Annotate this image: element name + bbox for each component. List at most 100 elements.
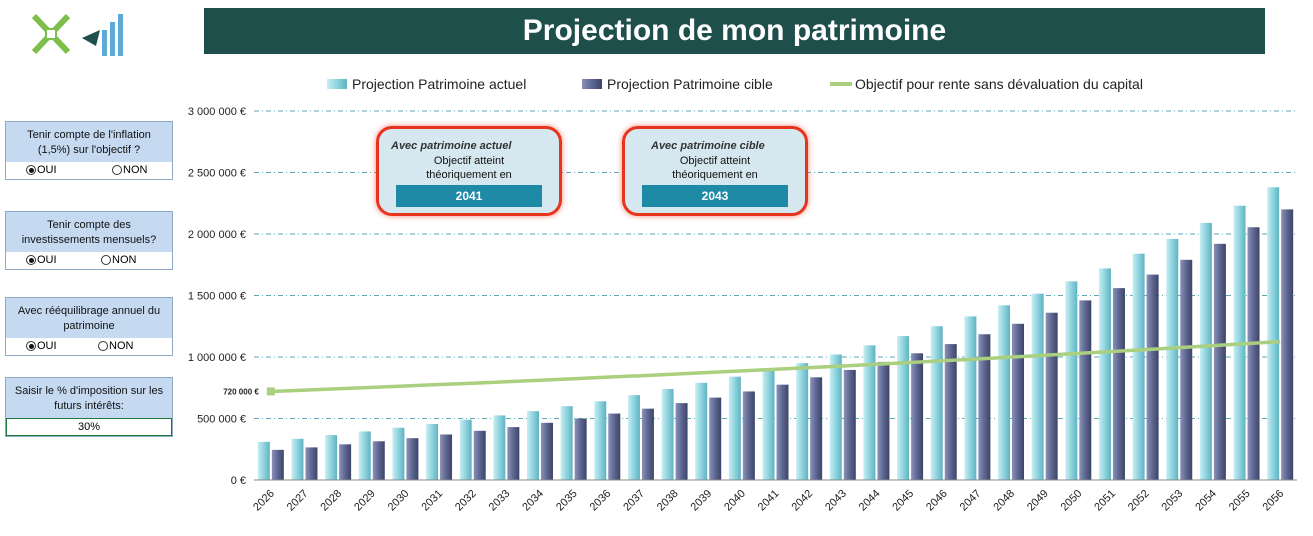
- bar-actuel: [1132, 253, 1145, 480]
- radio-unselected-icon: [101, 255, 111, 265]
- y-tick-label: 1 000 000 €: [188, 352, 246, 364]
- inflation-question: Tenir compte de l'inflation (1,5%) sur l…: [27, 129, 151, 156]
- radio-selected-icon: [26, 341, 36, 351]
- bar-cible: [1213, 243, 1226, 480]
- x-tick-label: 2052: [1126, 488, 1152, 514]
- tax-question: Saisir le % d'imposition sur les futurs …: [14, 385, 164, 412]
- rebalancing-panel: Avec rééquilibrage annuel du patrimoine …: [5, 297, 173, 356]
- x-tick-label: 2041: [756, 488, 782, 514]
- bar-cible: [1180, 259, 1193, 480]
- bar-actuel: [526, 411, 539, 480]
- bar-actuel: [863, 345, 876, 480]
- investments-oui-radio[interactable]: OUI: [26, 254, 57, 266]
- bar-cible: [1281, 209, 1294, 480]
- legend-swatch: [582, 79, 602, 89]
- bar-cible: [709, 397, 722, 480]
- x-tick-label: 2050: [1059, 488, 1085, 514]
- x-tick-label: 2053: [1160, 488, 1186, 514]
- legend-label: Objectif pour rente sans dévaluation du …: [855, 76, 1143, 92]
- bar-actuel: [661, 388, 674, 480]
- bar-cible: [742, 391, 755, 480]
- investments-non-radio[interactable]: NON: [101, 254, 136, 266]
- bar-cible: [1045, 312, 1058, 480]
- bar-cible: [877, 361, 890, 480]
- bar-actuel: [560, 406, 573, 480]
- bar-actuel: [358, 431, 371, 480]
- chart-bars: [257, 187, 1294, 480]
- y-tick-label: 2 000 000 €: [188, 229, 246, 241]
- investments-panel: Tenir compte des investissements mensuel…: [5, 211, 173, 270]
- rebalancing-options: OUI NON: [6, 338, 172, 355]
- bar-actuel: [627, 395, 640, 480]
- x-tick-label: 2045: [890, 488, 916, 514]
- legend-label: Projection Patrimoine actuel: [352, 76, 526, 92]
- bar-actuel: [829, 354, 842, 480]
- bar-cible: [271, 449, 284, 480]
- x-tick-label: 2054: [1193, 488, 1219, 514]
- callout-actuel: Avec patrimoine actuel Objectif atteint …: [376, 126, 562, 216]
- y-tick-label: 1 500 000 €: [188, 291, 246, 303]
- x-tick-label: 2030: [386, 488, 412, 514]
- bar-actuel: [728, 376, 741, 480]
- x-tick-label: 2037: [621, 488, 647, 514]
- y-tick-label: 500 000 €: [197, 414, 246, 426]
- bar-actuel: [594, 401, 607, 480]
- bar-actuel: [1267, 187, 1280, 480]
- x-tick-label: 2031: [419, 488, 445, 514]
- x-tick-label: 2042: [789, 488, 815, 514]
- callout-actuel-text2: théoriquement en: [426, 169, 512, 181]
- radio-selected-icon: [26, 255, 36, 265]
- bar-cible: [810, 377, 823, 480]
- bar-actuel: [762, 370, 775, 480]
- inflation-oui-radio[interactable]: OUI: [26, 164, 57, 176]
- x-tick-label: 2055: [1227, 488, 1253, 514]
- page-title: Projection de mon patrimoine: [204, 8, 1265, 54]
- bar-cible: [1012, 323, 1025, 480]
- investments-options: OUI NON: [6, 252, 172, 269]
- bar-cible: [1079, 300, 1092, 480]
- bar-actuel: [796, 363, 809, 480]
- chart-line: 720 000 €: [223, 339, 1281, 396]
- legend-label: Projection Patrimoine cible: [607, 76, 773, 92]
- bar-cible: [675, 403, 688, 480]
- x-tick-label: 2056: [1261, 488, 1287, 514]
- bar-actuel: [459, 419, 472, 480]
- bar-actuel: [897, 336, 910, 480]
- chart-legend: Projection Patrimoine actuel Projection P…: [327, 76, 1143, 92]
- x-tick-label: 2046: [924, 488, 950, 514]
- bar-actuel: [695, 382, 708, 480]
- x-tick-label: 2026: [251, 488, 277, 514]
- x-tick-label: 2047: [958, 488, 984, 514]
- bar-actuel: [964, 316, 977, 480]
- x-tick-label: 2029: [352, 488, 378, 514]
- x-tick-label: 2048: [991, 488, 1017, 514]
- bar-cible: [1247, 227, 1260, 480]
- bar-cible: [776, 384, 789, 480]
- radio-unselected-icon: [98, 341, 108, 351]
- bar-cible: [507, 427, 520, 480]
- objectif-start-marker: [266, 387, 275, 396]
- rebalancing-non-radio[interactable]: NON: [98, 340, 133, 352]
- rebalancing-question: Avec rééquilibrage annuel du patrimoine: [17, 305, 161, 332]
- radio-selected-icon: [26, 165, 36, 175]
- tax-rate-input[interactable]: 30%: [6, 418, 172, 436]
- bar-actuel: [291, 438, 304, 480]
- y-tick-label: 3 000 000 €: [188, 106, 246, 118]
- x-tick-label: 2043: [823, 488, 849, 514]
- x-tick-label: 2036: [588, 488, 614, 514]
- y-tick-label: 0 €: [231, 475, 246, 487]
- callout-actuel-text1: Objectif atteint: [433, 155, 505, 167]
- x-tick-label: 2028: [318, 488, 344, 514]
- x-tick-label: 2035: [554, 488, 580, 514]
- bar-cible: [406, 438, 419, 480]
- bars-logo-icon: [82, 14, 123, 56]
- rebalancing-oui-radio[interactable]: OUI: [26, 340, 57, 352]
- bar-actuel: [426, 424, 439, 480]
- bar-actuel: [1166, 238, 1179, 480]
- cross-logo-icon: [31, 13, 71, 55]
- inflation-non-radio[interactable]: NON: [112, 164, 147, 176]
- objectif-line: [270, 339, 1281, 394]
- bar-actuel: [930, 326, 943, 480]
- callout-cible-title: Avec patrimoine cible: [651, 140, 765, 152]
